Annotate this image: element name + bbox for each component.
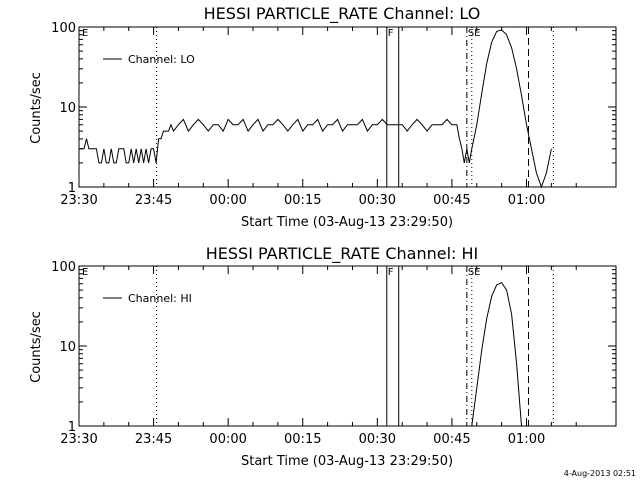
top-chart-title: HESSI PARTICLE_RATE Channel: LO [204,4,481,24]
bottom-y-tick-label: 100 [51,260,76,275]
bottom-x-tick-label: 01:00 [508,432,545,447]
bottom-x-tick-label: 23:30 [60,432,97,447]
bottom-x-tick-label: 00:15 [284,432,321,447]
bottom-legend-label: Channel: HI [128,292,192,305]
top-legend-label: Channel: LO [128,53,195,66]
bottom-flag-se: SE [468,267,481,278]
bottom-chart-title: HESSI PARTICLE_RATE Channel: HI [206,244,479,264]
generation-timestamp: 4-Aug-2013 02:51 [564,469,636,478]
bottom-x-tick-label: 00:30 [359,432,396,447]
top-y-tick-label: 1 [68,181,76,196]
top-flag-e: E [82,28,88,39]
top-x-tick-label: 00:00 [209,193,246,208]
top-y-tick-label: 10 [59,101,76,116]
bottom-chart-xlabel: Start Time (03-Aug-13 23:29:50) [241,454,453,469]
bottom-x-tick-label: 23:45 [135,432,172,447]
bottom-x-tick-label: 00:45 [433,432,470,447]
top-chart-xlabel: Start Time (03-Aug-13 23:29:50) [241,215,453,230]
bottom-x-tick-label: 00:00 [209,432,246,447]
top-y-tick-label: 100 [51,21,76,36]
bottom-flag-f: F [388,267,394,278]
bottom-flag-e: E [82,267,88,278]
top-x-tick-label: 23:45 [135,193,172,208]
top-flag-f: F [388,28,394,39]
bottom-series-line [471,281,522,427]
top-x-tick-label: 00:15 [284,193,321,208]
top-plot-frame [78,26,617,188]
top-x-tick-label: 00:30 [359,193,396,208]
bottom-plot-frame [78,265,617,427]
top-x-tick-label: 00:45 [433,193,470,208]
top-x-tick-label: 23:30 [60,193,97,208]
bottom-y-tick-label: 10 [59,340,76,355]
bottom-chart-ylabel: Counts/sec [29,311,44,383]
top-series-line [79,29,552,189]
top-flag-se: SE [468,28,481,39]
top-chart-ylabel: Counts/sec [29,72,44,144]
top-x-tick-label: 01:00 [508,193,545,208]
bottom-y-tick-label: 1 [68,420,76,435]
